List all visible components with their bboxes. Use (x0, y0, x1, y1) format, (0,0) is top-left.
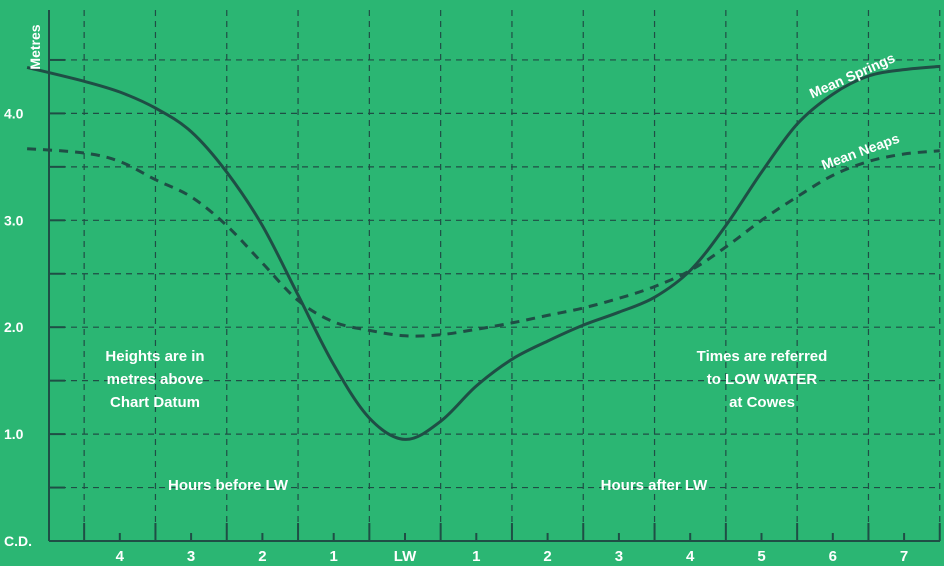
series-label-mean-springs: Mean Springs (807, 49, 898, 101)
x-tick-label-2-before: 2 (258, 548, 266, 565)
x-tick-label-4-after: 4 (686, 548, 695, 565)
grid-lines (49, 10, 941, 541)
x-tick-label-2-after: 2 (543, 548, 551, 565)
x-tick-label-6-after: 6 (829, 548, 837, 565)
annotation-heights-line-1: Heights are in (105, 348, 204, 365)
x-tick-label-3-before: 3 (187, 548, 195, 565)
x-tick-label-4-before: 4 (116, 548, 125, 565)
x-tick-label-7-after: 7 (900, 548, 908, 565)
x-tick-label-1-before: 1 (330, 548, 338, 565)
annotation-heights-line-2: metres above (107, 371, 204, 388)
annotations: Heights are in metres above Chart Datum … (105, 348, 827, 494)
x-tick-label-5-after: 5 (757, 548, 765, 565)
x-tick-label-1-after: 1 (472, 548, 480, 565)
y-tick-label-4-0: 4.0 (4, 105, 24, 121)
axes (48, 10, 940, 542)
series-line-mean-springs (26, 64, 940, 441)
y-axis-title: Metres (27, 24, 43, 69)
annotation-times-line-1: Times are referred (697, 348, 828, 365)
annotation-heights-line-3: Chart Datum (110, 394, 200, 411)
series-lines (26, 64, 940, 441)
y-axis-ticks: 4.0 3.0 2.0 1.0 C.D. (4, 58, 65, 549)
y-tick-label-3-0: 3.0 (4, 212, 24, 228)
series-labels: Mean Springs Mean Neaps (807, 49, 902, 172)
x-tick-label-lw: LW (394, 548, 417, 565)
annotation-times-line-2: to LOW WATER (707, 371, 818, 388)
x-tick-label-3-after: 3 (615, 548, 623, 565)
y-tick-label-c-d: C.D. (4, 533, 32, 549)
x-axis-ticks: 4 3 2 1 LW 1 2 3 4 5 6 7 (83, 523, 941, 565)
y-tick-label-2-0: 2.0 (4, 319, 24, 335)
annotation-times-line-3: at Cowes (729, 394, 795, 411)
y-tick-label-1-0: 1.0 (4, 426, 24, 442)
annotation-hours-after-lw: Hours after LW (601, 477, 709, 494)
series-line-mean-neaps (26, 147, 940, 338)
annotation-hours-before-lw: Hours before LW (168, 477, 289, 494)
